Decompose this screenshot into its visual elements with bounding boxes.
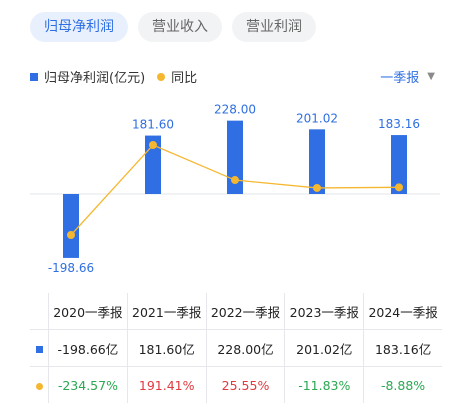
tab-revenue[interactable]: 营业收入 [138, 12, 222, 42]
table-header-cell: 2021一季报 [127, 293, 207, 330]
table-cell: 191.41% [127, 366, 207, 403]
table-row-profit: -198.66亿 181.60亿 228.00亿 201.02亿 183.16亿 [30, 329, 442, 367]
table-cell: -8.88% [380, 377, 426, 393]
period-dropdown-value: 一季报 [380, 71, 420, 86]
bar-legend-marker [30, 72, 38, 81]
table-header-cell: 2024一季报 [363, 293, 442, 330]
bar-value-label: -198.66 [48, 261, 94, 275]
table-cell: 181.60亿 [127, 329, 207, 367]
metric-tabs: 归母净利润 营业收入 营业利润 [30, 12, 316, 42]
table-cell: -198.66亿 [48, 329, 128, 367]
square-marker-icon [35, 345, 43, 353]
table-row-yoy: -234.57% 191.41% 25.55% -11.83% -8.88% [30, 366, 442, 403]
bar-value-label: 183.16 [378, 117, 420, 131]
line-legend-marker [157, 72, 166, 81]
table-header-cell: 2020一季报 [48, 293, 128, 330]
bar [63, 194, 79, 258]
table-corner-cell [30, 293, 49, 330]
yoy-row-marker [30, 366, 49, 403]
yoy-point [313, 183, 321, 192]
table-header-cell: 2022一季报 [206, 293, 286, 330]
bar-value-label: 201.02 [296, 111, 338, 125]
period-dropdown[interactable]: 一季报 ▼ [380, 67, 435, 86]
table-cell: -11.83% [284, 366, 365, 403]
yoy-point [395, 183, 403, 192]
bar [227, 120, 243, 194]
yoy-point [149, 141, 157, 149]
table-header-row: 2020一季报 2021一季报 2022一季报 2023一季报 2024一季报 [30, 293, 442, 330]
yoy-point [231, 176, 239, 185]
profit-chart: -198.66 181.60 228.00 201.02 183.16 [30, 103, 440, 275]
tab-net-profit[interactable]: 归母净利润 [30, 12, 128, 42]
bar [391, 135, 407, 194]
dot-marker-icon [35, 382, 43, 390]
table-cell: 201.02亿 [284, 329, 365, 367]
table-cell: 183.16亿 [363, 329, 442, 367]
table-cell: 25.55% [206, 366, 286, 403]
bar [309, 129, 325, 194]
bar-value-label: 228.00 [214, 103, 256, 117]
bar-value-label: 181.60 [132, 118, 174, 132]
table-cell: -234.57% [48, 366, 128, 403]
profit-row-marker [30, 329, 49, 367]
table-cell: 228.00亿 [206, 329, 286, 367]
tab-operating-profit[interactable]: 营业利润 [232, 12, 316, 42]
chart-legend: 归母净利润(亿元) 同比 [30, 67, 197, 86]
bar-legend-label: 归母净利润(亿元) [44, 71, 146, 86]
line-legend-label: 同比 [171, 71, 198, 86]
data-table: 2020一季报 2021一季报 2022一季报 2023一季报 2024一季报 … [30, 293, 442, 403]
yoy-point [67, 231, 75, 239]
caret-down-icon: ▼ [427, 71, 435, 82]
table-header-cell: 2023一季报 [284, 293, 365, 330]
